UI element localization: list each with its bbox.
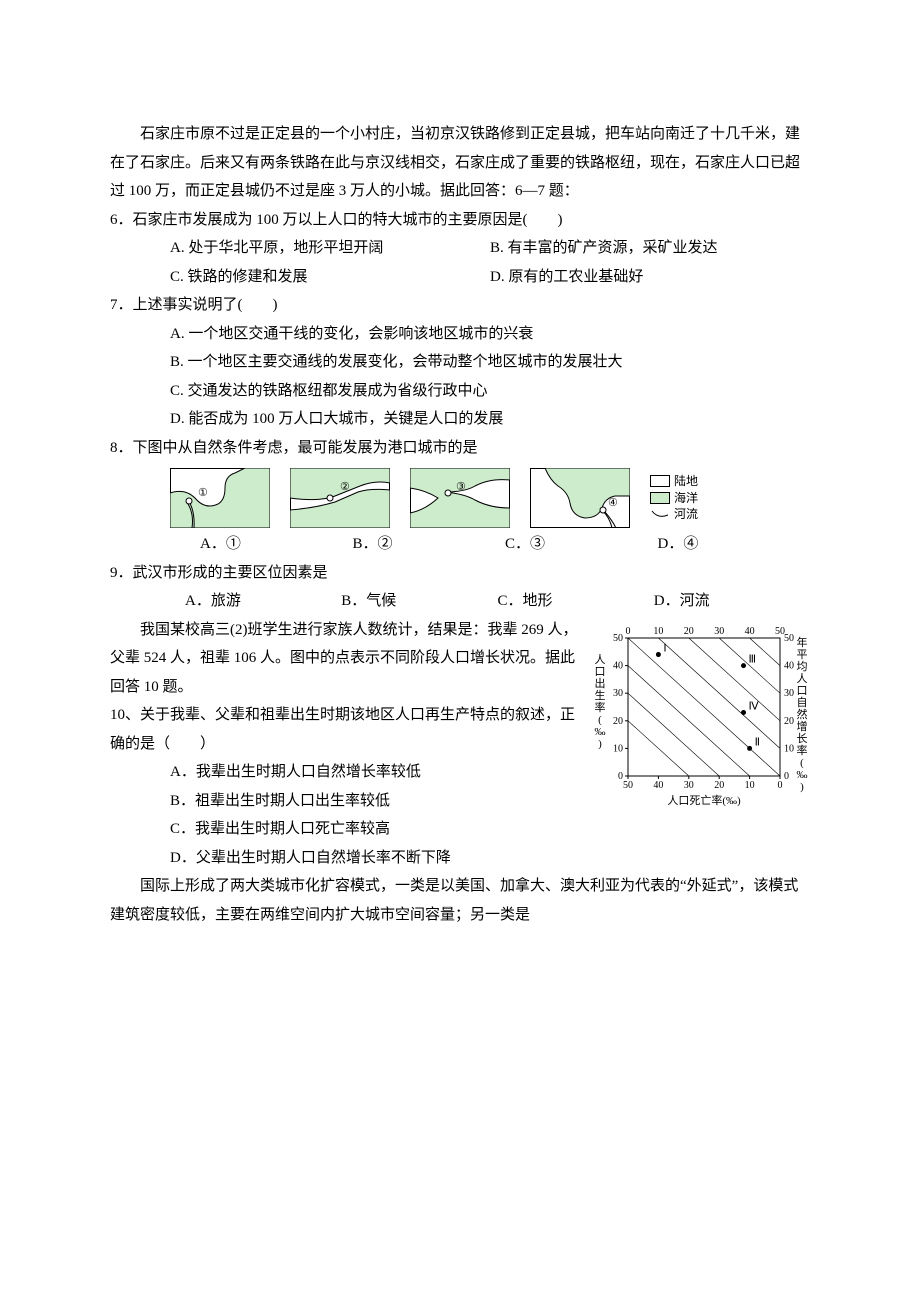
svg-text:0: 0 — [626, 626, 631, 637]
q8-maps: ① ② ③ ④ 陆地 海洋 河流 — [170, 468, 810, 528]
svg-text:20: 20 — [784, 715, 794, 726]
svg-text:Ⅰ: Ⅰ — [663, 642, 666, 654]
map-4-icon: ④ — [530, 468, 630, 528]
q10-block: 0102030405050403020100010203040500102030… — [110, 616, 810, 873]
q8-legend: 陆地 海洋 河流 — [650, 473, 698, 523]
svg-text:10: 10 — [613, 743, 623, 754]
svg-text:人: 人 — [797, 672, 808, 685]
svg-text:): ) — [598, 738, 602, 750]
q6-opt-c: C. 铁路的修建和发展 — [170, 263, 490, 292]
passage-q11: 国际上形成了两大类城市化扩容模式，一类是以美国、加拿大、澳大利亚为代表的“外延式… — [110, 872, 810, 929]
svg-text:年: 年 — [797, 635, 808, 649]
svg-text:②: ② — [340, 481, 350, 493]
q9-opt-b: B．气候 — [341, 587, 497, 616]
legend-land: 陆地 — [674, 473, 698, 490]
svg-text:增: 增 — [797, 719, 808, 733]
svg-text:口: 口 — [595, 666, 606, 678]
q8-opt-c: C．③ — [505, 530, 658, 559]
q8-options: A．① B．② C．③ D．④ — [200, 530, 810, 559]
q6-opt-d: D. 原有的工农业基础好 — [490, 263, 810, 292]
q9-opt-d: D．河流 — [654, 587, 810, 616]
svg-text:30: 30 — [714, 626, 724, 637]
q7-opt-d: D. 能否成为 100 万人口大城市，关键是人口的发展 — [170, 405, 810, 434]
svg-text:①: ① — [198, 487, 208, 499]
map-1-icon: ① — [170, 468, 270, 528]
svg-text:20: 20 — [684, 626, 694, 637]
svg-text:率: 率 — [797, 743, 808, 757]
svg-text:Ⅳ: Ⅳ — [749, 700, 760, 712]
q10-chart: 0102030405050403020100010203040500102030… — [590, 616, 810, 827]
svg-text:20: 20 — [714, 780, 724, 791]
svg-text:40: 40 — [784, 660, 794, 671]
svg-text:10: 10 — [653, 626, 663, 637]
q7-opt-c: C. 交通发达的铁路枢纽都发展成为省级行政中心 — [170, 377, 810, 406]
svg-text:0: 0 — [778, 780, 783, 791]
q7-options: A. 一个地区交通干线的变化，会影响该地区城市的兴衰 B. 一个地区主要交通线的… — [170, 320, 810, 434]
map-2-icon: ② — [290, 468, 390, 528]
svg-text:50: 50 — [623, 780, 633, 791]
svg-text:(: ( — [598, 714, 602, 726]
q9-opt-c: C．地形 — [498, 587, 654, 616]
q8-stem: 8．下图中从自然条件考虑，最可能发展为港口城市的是 — [110, 434, 810, 463]
svg-text:30: 30 — [684, 780, 694, 791]
svg-text:③: ③ — [456, 481, 466, 493]
map-3-icon: ③ — [410, 468, 510, 528]
svg-text:出: 出 — [595, 676, 606, 690]
svg-text:人口死亡率(‰): 人口死亡率(‰) — [667, 793, 741, 807]
svg-text:均: 均 — [797, 660, 808, 673]
svg-text:‰: ‰ — [595, 726, 606, 738]
svg-text:平: 平 — [797, 649, 808, 661]
svg-text:率: 率 — [595, 700, 606, 714]
q7-opt-b: B. 一个地区主要交通线的发展变化，会带动整个地区城市的发展壮大 — [170, 348, 810, 377]
q6-options: A. 处于华北平原，地形平坦开阔 B. 有丰富的矿产资源，采矿业发达 C. 铁路… — [170, 234, 810, 291]
svg-text:10: 10 — [745, 780, 755, 791]
svg-text:Ⅲ: Ⅲ — [749, 653, 757, 665]
svg-text:人: 人 — [595, 653, 606, 666]
q8-opt-b: B．② — [353, 530, 506, 559]
svg-text:口: 口 — [797, 685, 808, 697]
svg-text:40: 40 — [613, 660, 623, 671]
q9-stem: 9．武汉市形成的主要区位因素是 — [110, 559, 810, 588]
svg-text:40: 40 — [745, 626, 755, 637]
svg-text:50: 50 — [784, 633, 794, 644]
svg-text:50: 50 — [613, 633, 623, 644]
q9-opt-a: A．旅游 — [185, 587, 341, 616]
svg-text:30: 30 — [613, 688, 623, 699]
passage-q6-7: 石家庄市原不过是正定县的一个小村庄，当初京汉铁路修到正定县城，把车站向南迁了十几… — [110, 120, 810, 206]
svg-text:自: 自 — [797, 696, 808, 709]
svg-text:): ) — [800, 781, 804, 793]
svg-text:长: 长 — [797, 732, 808, 745]
legend-sea: 海洋 — [674, 490, 698, 507]
q10-opt-d: D．父辈出生时期人口自然增长率不断下降 — [170, 844, 810, 873]
svg-text:40: 40 — [653, 780, 663, 791]
q8-opt-d: D．④ — [658, 530, 811, 559]
svg-text:然: 然 — [797, 707, 808, 721]
svg-text:10: 10 — [784, 743, 794, 754]
svg-text:30: 30 — [784, 688, 794, 699]
q7-opt-a: A. 一个地区交通干线的变化，会影响该地区城市的兴衰 — [170, 320, 810, 349]
q6-opt-b: B. 有丰富的矿产资源，采矿业发达 — [490, 234, 810, 263]
svg-text:‰: ‰ — [797, 769, 808, 781]
svg-text:生: 生 — [595, 688, 606, 702]
svg-text:Ⅱ: Ⅱ — [755, 736, 760, 748]
svg-text:(: ( — [800, 757, 804, 769]
q8-opt-a: A．① — [200, 530, 353, 559]
q6-opt-a: A. 处于华北平原，地形平坦开阔 — [170, 234, 490, 263]
q9-options: A．旅游 B．气候 C．地形 D．河流 — [185, 587, 810, 616]
q7-stem: 7．上述事实说明了( ) — [110, 291, 810, 320]
svg-text:20: 20 — [613, 715, 623, 726]
svg-text:④: ④ — [608, 497, 618, 509]
svg-text:0: 0 — [784, 771, 789, 782]
legend-river: 河流 — [674, 506, 698, 523]
q6-stem: 6．石家庄市发展成为 100 万以上人口的特大城市的主要原因是( ) — [110, 206, 810, 235]
exam-page: 石家庄市原不过是正定县的一个小村庄，当初京汉铁路修到正定县城，把车站向南迁了十几… — [0, 0, 920, 1302]
